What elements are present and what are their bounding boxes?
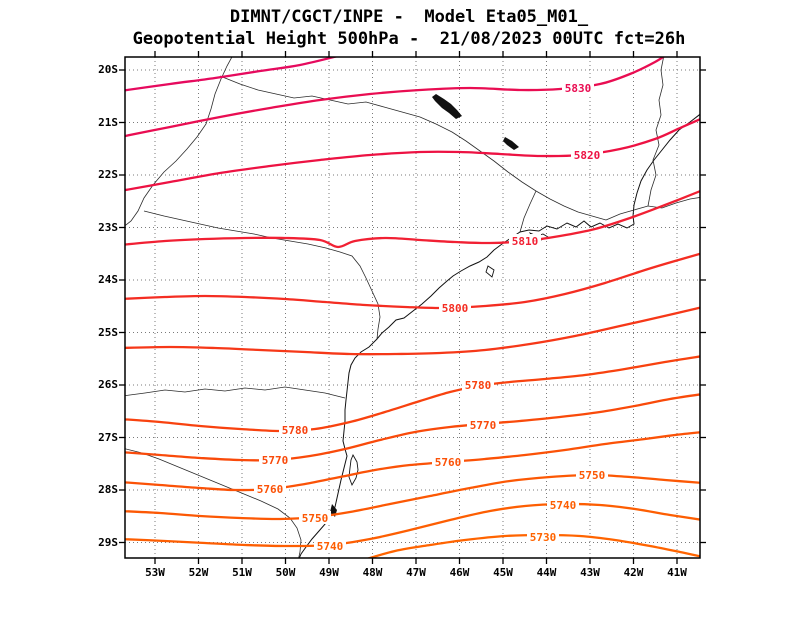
contour-5750 <box>125 473 700 521</box>
contour-label-5740: 5740 <box>550 499 577 512</box>
contour-label-bg <box>467 418 499 431</box>
state-border-1 <box>219 75 607 221</box>
contour-5800 <box>125 252 700 310</box>
lat-label-20S: 20S <box>98 63 118 76</box>
state-border-7 <box>647 57 665 207</box>
contour-5840 <box>125 57 339 92</box>
lat-label-25S: 25S <box>98 325 118 339</box>
island-2 <box>348 453 359 487</box>
lon-label-47W: 47W <box>406 566 426 579</box>
contour-label-5780: 5780 <box>465 379 492 392</box>
lat-label-26S: 26S <box>98 378 118 391</box>
lon-label-43W: 43W <box>580 566 600 579</box>
state-border-2 <box>605 197 700 221</box>
state-border-5 <box>125 386 346 399</box>
lat-label-27S: 27S <box>98 430 118 444</box>
state-border-0 <box>125 57 233 227</box>
contour-label-5830: 5830 <box>565 82 592 95</box>
contour-label-bg <box>432 455 464 468</box>
contour-label-bg <box>439 301 471 314</box>
lon-label-50W: 50W <box>275 566 296 579</box>
contour-label-bg <box>547 498 579 511</box>
axis-ticks <box>119 51 706 564</box>
contour-label-bg <box>259 453 291 466</box>
map-title-line2: Geopotential Height 500hPa - 21/08/2023 … <box>132 29 686 49</box>
contour-5830 <box>125 57 666 138</box>
contour-5770 <box>125 393 700 462</box>
contour-label-5810: 5810 <box>512 235 539 248</box>
lat-label-24S: 24S <box>98 273 118 286</box>
lat-label-21S: 21S <box>98 115 118 129</box>
contour-label-bg <box>279 423 311 436</box>
contour-5790 <box>125 306 700 356</box>
contour-label-bg <box>299 511 331 524</box>
contour-label-bg <box>509 234 541 247</box>
contour-5820 <box>125 118 700 192</box>
contour-label-5750: 5750 <box>579 469 606 482</box>
map-titles: DIMNT/CGCT/INPE - Model Eta05_M01_ Geopo… <box>0 6 800 50</box>
map-title-line1: DIMNT/CGCT/INPE - Model Eta05_M01_ <box>229 7 589 27</box>
coastline <box>298 113 700 558</box>
plot-frame <box>124 56 701 559</box>
contour-label-bg <box>314 539 346 552</box>
contour-label-5820: 5820 <box>574 149 601 162</box>
contour-label-bg <box>254 482 286 495</box>
lon-label-46W: 46W <box>449 566 470 579</box>
lon-label-41W: 41W <box>667 566 687 579</box>
lat-label-29S: 29S <box>98 535 118 549</box>
lat-label-22S: 22S <box>98 168 118 181</box>
contour-label-5730: 5730 <box>530 531 557 544</box>
lon-label-52W: 52W <box>188 566 209 579</box>
island-1 <box>485 265 495 278</box>
contour-label-bg <box>527 530 559 543</box>
lon-label-49W: 49W <box>319 566 339 579</box>
lon-label-45W: 45W <box>493 566 513 579</box>
waterbody-1 <box>503 137 519 150</box>
contour-label-5770: 5770 <box>470 419 497 432</box>
state-border-6 <box>125 448 302 558</box>
state-border-4 <box>143 210 381 340</box>
contour-label-5800: 5800 <box>442 302 469 315</box>
lat-label-23S: 23S <box>98 220 118 234</box>
lon-label-42W: 42W <box>623 566 644 579</box>
lon-label-44W: 44W <box>536 566 557 579</box>
contour-label-5760: 5760 <box>435 456 462 469</box>
lat-label-28S: 28S <box>98 483 118 496</box>
contour-label-5740: 5740 <box>317 540 344 553</box>
contour-label-bg <box>562 81 594 94</box>
contour-5760 <box>125 431 700 492</box>
contour-labels: 5830 5820 5810 5800 5780 5780 5770 5770 5760 5760… <box>254 81 608 553</box>
state-border-3 <box>519 190 537 233</box>
contour-5740 <box>125 502 700 548</box>
base-map <box>125 57 700 558</box>
contour-label-bg <box>571 148 603 161</box>
contour-label-bg <box>462 378 494 391</box>
lon-label-48W: 48W <box>362 566 383 579</box>
contour-label-bg <box>576 468 608 481</box>
lon-label-51W: 51W <box>232 566 252 579</box>
contour-label-5760: 5760 <box>257 483 284 496</box>
contour-label-5780: 5780 <box>282 424 309 437</box>
contour-5780 <box>125 355 700 433</box>
contour-label-5770: 5770 <box>262 454 289 467</box>
contour-label-5750: 5750 <box>302 512 329 525</box>
lon-label-53W: 53W <box>145 566 165 579</box>
contour-5810 <box>125 189 700 249</box>
waterbody-0 <box>432 94 462 119</box>
contour-lines <box>125 57 700 558</box>
